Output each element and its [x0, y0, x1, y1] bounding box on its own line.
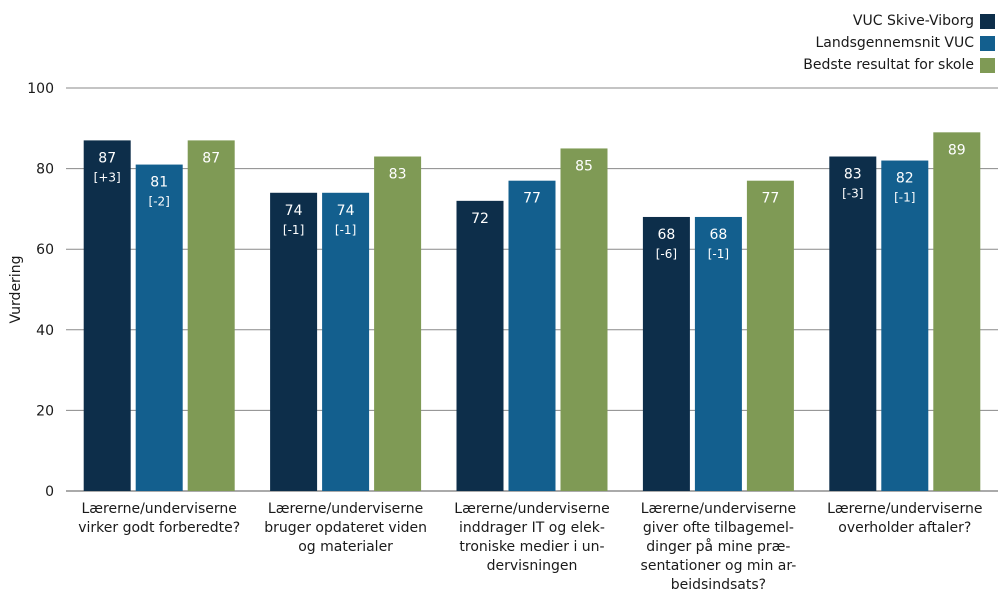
- bar: [187, 140, 235, 491]
- category-label: overholder aftaler?: [838, 520, 971, 536]
- legend-item-bedste-resultat: Bedste resultat for skole: [803, 54, 995, 76]
- bar-value-label: 74: [337, 203, 355, 219]
- legend: VUC Skive-Viborg Landsgennemsnit VUC Bed…: [803, 10, 995, 76]
- bar: [694, 216, 742, 491]
- bar-delta-label: [-1]: [335, 223, 356, 237]
- bar-value-label: 72: [471, 211, 489, 227]
- bar-delta-label: [+3]: [94, 170, 121, 184]
- bar-value-label: 89: [948, 142, 966, 158]
- category-label: beidsindsats?: [671, 577, 766, 593]
- y-tick-label: 20: [36, 403, 54, 419]
- y-tick-label: 40: [36, 323, 54, 339]
- category-label: inddrager IT og elek-: [459, 520, 605, 536]
- category-label: Lærerne/underviserne: [827, 501, 982, 517]
- category-label: giver ofte tilbagemel-: [643, 520, 794, 536]
- bar-value-label: 83: [389, 167, 407, 183]
- bar-value-label: 77: [761, 191, 779, 207]
- bar: [829, 156, 877, 491]
- bar-value-label: 74: [285, 203, 303, 219]
- y-tick-label: 80: [36, 162, 54, 178]
- bar-delta-label: [-3]: [842, 187, 863, 201]
- category-label: Lærerne/underviserne: [268, 501, 423, 517]
- bar-value-label: 83: [844, 167, 862, 183]
- legend-label-landsgennemsnit: Landsgennemsnit VUC: [815, 35, 974, 51]
- category-label: og materialer: [298, 539, 393, 555]
- bar: [881, 160, 929, 492]
- legend-item-landsgennemsnit: Landsgennemsnit VUC: [803, 32, 995, 54]
- bar-value-label: 85: [575, 158, 593, 174]
- bar-value-label: 81: [150, 175, 168, 191]
- bar-delta-label: [-1]: [894, 191, 915, 205]
- category-label: Lærerne/underviserne: [81, 501, 236, 517]
- legend-swatch-bedste-resultat: [980, 57, 995, 73]
- bar: [933, 132, 981, 491]
- y-tick-label: 100: [27, 81, 54, 97]
- category-label: Lærerne/underviserne: [454, 501, 609, 517]
- bar: [135, 164, 183, 491]
- y-axis-label: Vurdering: [8, 256, 24, 324]
- bar-delta-label: [-6]: [656, 247, 677, 261]
- legend-label-bedste-resultat: Bedste resultat for skole: [803, 57, 974, 73]
- bar: [456, 200, 504, 491]
- bar-value-label: 68: [709, 227, 727, 243]
- bar: [560, 148, 608, 491]
- bar-value-label: 82: [896, 171, 914, 187]
- bar: [270, 192, 318, 491]
- category-label: bruger opdateret viden: [264, 520, 427, 536]
- bar: [83, 140, 131, 491]
- legend-swatch-vuc-skive-viborg: [980, 13, 995, 29]
- legend-swatch-landsgennemsnit: [980, 35, 995, 51]
- bar-value-label: 77: [523, 191, 541, 207]
- bar-delta-label: [-1]: [708, 247, 729, 261]
- bar: [322, 192, 370, 491]
- legend-label-vuc-skive-viborg: VUC Skive-Viborg: [852, 13, 974, 29]
- category-label: dervisningen: [487, 558, 578, 574]
- bar: [508, 180, 556, 491]
- bar: [746, 180, 794, 491]
- bar-delta-label: [-1]: [283, 223, 304, 237]
- category-label: virker godt forberedte?: [78, 520, 240, 536]
- bar: [374, 156, 422, 491]
- bar-value-label: 87: [98, 150, 116, 166]
- bar-value-label: 87: [202, 150, 220, 166]
- bar-delta-label: [-2]: [149, 195, 170, 209]
- category-label: dinger på mine præ-: [646, 538, 790, 555]
- y-tick-label: 0: [45, 484, 54, 500]
- category-label: troniske medier i un-: [459, 539, 604, 555]
- y-tick-label: 60: [36, 242, 54, 258]
- legend-item-vuc-skive-viborg: VUC Skive-Viborg: [803, 10, 995, 32]
- bar: [642, 216, 690, 491]
- category-label: sentationer og min ar-: [641, 558, 797, 574]
- category-label: Lærerne/underviserne: [641, 501, 796, 517]
- bar-value-label: 68: [657, 227, 675, 243]
